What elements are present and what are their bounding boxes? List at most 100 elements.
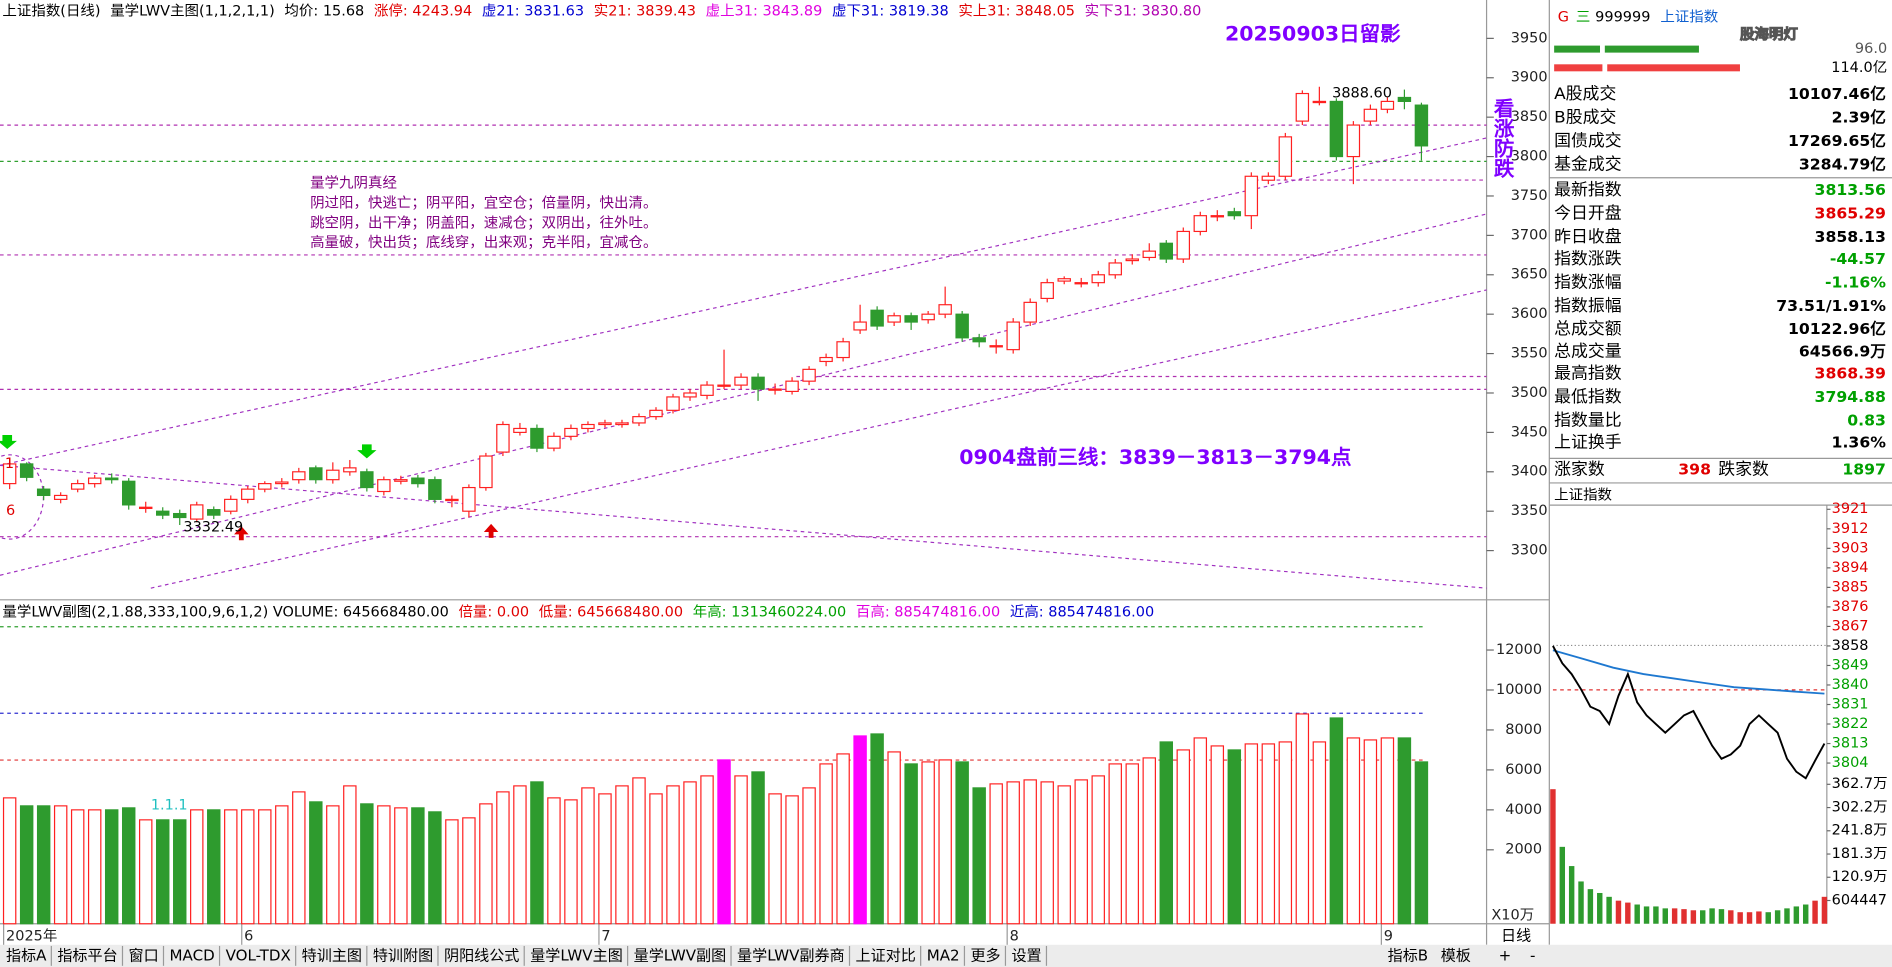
zoom-button[interactable]: +: [1499, 947, 1512, 965]
volume-bar: [190, 809, 204, 925]
tab[interactable]: 量学LWV副券商: [737, 947, 845, 965]
header-item: 量学LWV副图(2,1.88,333,100,9,6,1,2) VOLUME: …: [2, 604, 448, 621]
volume-bar: [1091, 775, 1105, 925]
volume-bar: [802, 787, 816, 925]
tab[interactable]: 指标A: [6, 947, 47, 965]
y-tick-label: 3849: [1832, 658, 1869, 674]
candle-body: [462, 486, 476, 512]
volume-bar: [1329, 717, 1344, 925]
intraday-volume: [1700, 910, 1706, 924]
volume-bar: [768, 793, 782, 925]
row-label: 指数振幅: [1554, 296, 1622, 315]
tab[interactable]: 量学LWV副图: [634, 947, 727, 965]
y-tick-label: 3500: [1511, 385, 1548, 401]
bar: [1604, 45, 1699, 53]
candle-body: [258, 483, 272, 490]
volume-bar: [173, 819, 187, 925]
y-tick-label: 181.3万: [1832, 846, 1888, 862]
row-value: 10107.46亿: [1788, 84, 1886, 103]
candle-body: [1074, 282, 1088, 285]
tab-bar: [0, 944, 1892, 967]
tab[interactable]: 特训附图: [373, 947, 433, 965]
row-label: 上证换手: [1554, 433, 1622, 452]
volume-bar: [547, 797, 561, 925]
candle-body: [104, 477, 119, 481]
intraday-volume: [1671, 908, 1678, 924]
code-prefix: 三: [1576, 10, 1590, 26]
tab[interactable]: 特训主图: [302, 947, 362, 965]
y-tick-label: 3885: [1832, 580, 1869, 596]
tab[interactable]: MACD: [170, 947, 215, 965]
tab[interactable]: 模板: [1441, 947, 1471, 965]
intraday-volume: [1550, 789, 1556, 924]
code-prefix: G: [1558, 10, 1569, 26]
bar-value: 96.0: [1855, 41, 1887, 57]
tab[interactable]: 量学LWV主图: [530, 947, 623, 965]
candle-body: [530, 427, 544, 449]
bar: [1607, 64, 1740, 72]
candle-body: [887, 315, 901, 323]
candle-body: [1295, 92, 1310, 122]
volume-bar: [717, 759, 731, 925]
candle-body: [275, 481, 289, 485]
y-tick-label: 2000: [1505, 842, 1542, 858]
candle-body: [360, 471, 374, 489]
candle-body: [190, 504, 204, 520]
zoom-button[interactable]: -: [1530, 947, 1535, 965]
row-value: 73.51/1.91%: [1776, 297, 1886, 315]
y-tick-label: 3894: [1832, 560, 1869, 576]
intraday-volume: [1597, 892, 1603, 924]
candle-body: [496, 423, 510, 453]
tab[interactable]: 更多: [970, 947, 1000, 965]
candle-body: [428, 479, 442, 500]
tab[interactable]: 指标B: [1388, 947, 1428, 965]
volume-bar: [258, 809, 272, 925]
average-line: [1552, 649, 1825, 695]
candle-body: [598, 422, 612, 426]
header-item: 上证指数(日线): [2, 3, 100, 20]
intraday-volume: [1802, 904, 1809, 924]
candle-body: [87, 477, 102, 485]
tab[interactable]: 阴阳线公式: [444, 947, 520, 965]
tab[interactable]: 窗口: [129, 947, 159, 965]
period-tab[interactable]: 日线: [1501, 927, 1531, 945]
volume-bar: [921, 761, 935, 925]
intraday-volume: [1765, 912, 1771, 924]
row-label: A股成交: [1554, 84, 1616, 103]
tab[interactable]: 上证对比: [856, 947, 916, 965]
volume-bar: [666, 785, 680, 925]
breadth-value: 398: [1678, 461, 1711, 479]
volume-bar: [564, 799, 578, 925]
arrows: [0, 434, 499, 541]
annotation: 0904盘前三线：3839－3813－3794点: [959, 445, 1351, 469]
candle-body: [751, 376, 765, 390]
candle-body: [836, 341, 850, 359]
y-tick-label: 3813: [1832, 736, 1869, 752]
intraday-volume: [1587, 889, 1594, 924]
tab[interactable]: MA2: [927, 947, 960, 965]
volume-bar: [836, 753, 850, 925]
tab[interactable]: VOL-TDX: [226, 947, 291, 965]
intraday-volume: [1653, 906, 1659, 924]
volume-bar: [530, 781, 544, 925]
header-item: 量学LWV主图(1,1,2,1,1): [110, 3, 275, 20]
tab[interactable]: 指标平台: [57, 947, 117, 965]
volume-bar: [1414, 761, 1429, 925]
volume-bar: [632, 777, 646, 925]
candle-body: [955, 313, 969, 339]
candle-body: [224, 498, 238, 512]
intraday-volume: [1643, 906, 1650, 924]
tab[interactable]: 设置: [1011, 947, 1041, 965]
annotation: 20250903日留影: [1225, 22, 1401, 46]
candle-body: [1057, 278, 1071, 282]
y-tick-label: 3300: [1511, 543, 1548, 559]
intraday-volume: [1793, 906, 1800, 924]
volume-bar: [1108, 763, 1122, 925]
intraday-volume: [1709, 908, 1715, 924]
chart-title: 上证指数: [1554, 487, 1612, 504]
candle-body: [70, 483, 85, 490]
candle-body: [870, 309, 884, 327]
intraday-volume: [1728, 910, 1734, 924]
volume-bar: [581, 787, 595, 925]
poem-line: 量学九阴真经: [310, 174, 397, 192]
